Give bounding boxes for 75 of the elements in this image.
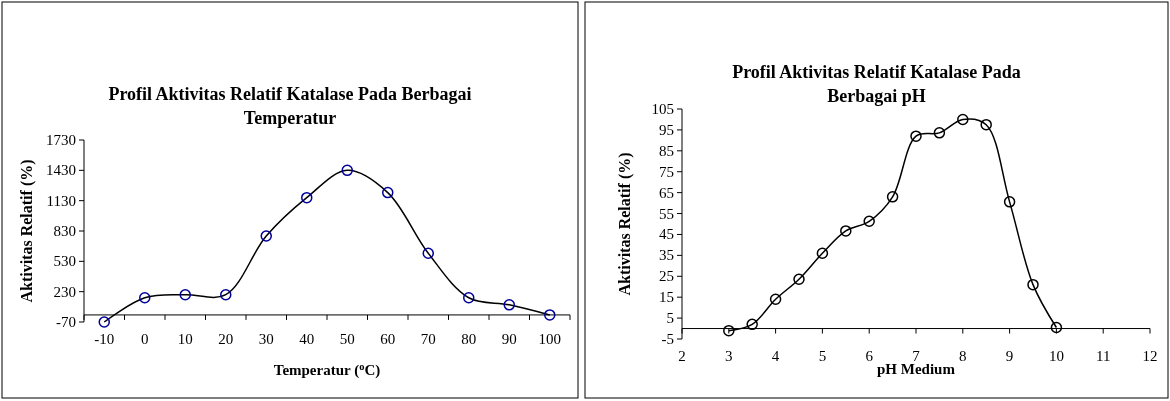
point bbox=[422, 247, 434, 259]
x-axis-title: pH Medium bbox=[877, 361, 956, 377]
y-tick-label: 105 bbox=[651, 101, 674, 117]
y-tick-label: 15 bbox=[659, 289, 674, 306]
point bbox=[503, 299, 515, 311]
y-tick-label: 35 bbox=[659, 247, 674, 264]
point bbox=[139, 291, 151, 304]
y-tick-label: 1130 bbox=[46, 192, 76, 209]
point bbox=[1050, 321, 1063, 334]
x-tick-label: 12 bbox=[1142, 348, 1158, 364]
point bbox=[382, 186, 394, 199]
point bbox=[957, 113, 969, 126]
x-tick-label: 10 bbox=[1048, 348, 1064, 364]
x-tick-label: 10 bbox=[177, 331, 193, 347]
y-tick-label: 5 bbox=[666, 310, 674, 327]
x-tick-label: 70 bbox=[420, 331, 436, 347]
x-tick-label: 9 bbox=[1005, 348, 1014, 364]
y-tick-label: 45 bbox=[659, 226, 674, 243]
x-tick-label: 4 bbox=[771, 348, 780, 364]
y-tick-label: -5 bbox=[661, 331, 674, 347]
y-axis-title: Aktivitas Relatif (%) bbox=[18, 159, 36, 303]
point bbox=[544, 309, 556, 321]
x-tick-label: 30 bbox=[258, 331, 274, 347]
y-tick-label: 830 bbox=[53, 223, 76, 239]
chart-title: Profil Aktivitas Relatif Katalase Pada Berbagai Temperatur bbox=[108, 84, 472, 128]
x-tick-label: 100 bbox=[538, 331, 561, 347]
x-tick-label: -10 bbox=[94, 331, 115, 347]
point bbox=[769, 293, 782, 306]
x-tick-label: 60 bbox=[380, 331, 396, 347]
y-tick-label: 1730 bbox=[46, 132, 76, 148]
point bbox=[1003, 196, 1016, 208]
point bbox=[886, 191, 899, 203]
y-tick-label: 75 bbox=[659, 163, 674, 180]
x-tick-label: 6 bbox=[865, 348, 874, 364]
x-tick-label: 11 bbox=[1095, 348, 1111, 364]
point bbox=[463, 291, 475, 304]
x-tick-label: 7 bbox=[912, 348, 921, 364]
point bbox=[723, 324, 735, 337]
point bbox=[863, 215, 875, 228]
y-tick-label: 530 bbox=[53, 253, 76, 270]
y-tick-label: 1430 bbox=[46, 162, 76, 179]
y-tick-label: 230 bbox=[53, 283, 76, 300]
x-tick-label: 20 bbox=[218, 331, 234, 347]
x-tick-label: 40 bbox=[299, 331, 315, 347]
chart-title: Profil Aktivitas Relatif Katalase Pada Berbagai pH bbox=[732, 62, 1021, 106]
x-tick-label: 8 bbox=[959, 348, 967, 364]
point bbox=[910, 130, 922, 142]
y-tick-label: 55 bbox=[659, 205, 674, 222]
y-tick-label: -70 bbox=[56, 314, 76, 330]
y-tick-label: 95 bbox=[659, 121, 674, 138]
x-tick-label: 50 bbox=[339, 331, 355, 347]
point bbox=[260, 230, 272, 242]
point bbox=[341, 164, 353, 177]
x-tick-label: 80 bbox=[461, 331, 477, 347]
point bbox=[933, 127, 946, 139]
point bbox=[98, 316, 110, 328]
point bbox=[816, 247, 829, 260]
x-tick-label: 3 bbox=[725, 348, 733, 364]
point bbox=[793, 273, 805, 285]
y-tick-label: 25 bbox=[659, 268, 674, 285]
point bbox=[980, 118, 992, 131]
x-axis-title: Temperatur ($^{o}$C) bbox=[273, 360, 381, 379]
point bbox=[746, 318, 758, 331]
x-tick-label: 0 bbox=[141, 331, 149, 347]
y-axis-title: Aktivitas Relatif (%) bbox=[616, 152, 634, 296]
x-tick-label: 2 bbox=[678, 348, 686, 364]
point bbox=[840, 225, 852, 237]
point bbox=[1027, 278, 1039, 291]
point bbox=[220, 288, 232, 301]
y-tick-label: 85 bbox=[659, 142, 674, 159]
x-tick-label: 5 bbox=[818, 348, 827, 364]
point bbox=[301, 191, 313, 204]
point bbox=[179, 288, 191, 301]
y-tick-label: 65 bbox=[659, 184, 674, 201]
x-tick-label: 90 bbox=[501, 331, 517, 347]
